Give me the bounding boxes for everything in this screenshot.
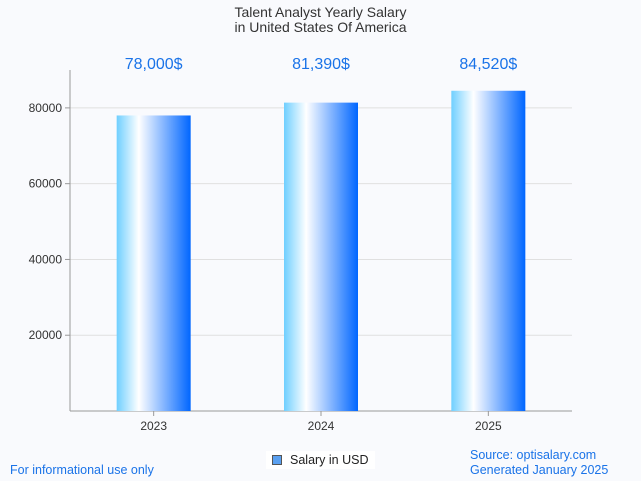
source-text: Source: optisalary.com	[470, 448, 597, 462]
x-tick-label: 2023	[140, 419, 167, 433]
generated-text: Generated January 2025	[470, 463, 609, 477]
legend-swatch	[272, 455, 282, 465]
y-tick-label: 80000	[29, 101, 63, 115]
disclaimer-text: For informational use only	[10, 463, 154, 477]
bar-2023	[116, 115, 191, 411]
data-label: 78,000$	[125, 56, 183, 73]
legend-label: Salary in USD	[290, 453, 369, 467]
y-tick-label: 60000	[29, 177, 63, 191]
bar-2025	[451, 90, 526, 411]
chart-subtitle: in United States Of America	[234, 19, 407, 35]
x-tick-label: 2025	[475, 419, 502, 433]
y-tick-label: 20000	[29, 328, 63, 342]
y-tick-label: 40000	[29, 252, 63, 266]
legend: Salary in USD	[266, 451, 375, 469]
data-label: 84,520$	[459, 56, 517, 73]
x-tick-label: 2024	[308, 419, 335, 433]
data-label: 81,390$	[292, 56, 350, 73]
chart-title: Talent Analyst Yearly Salary	[234, 4, 407, 20]
bar-2024	[284, 102, 358, 412]
